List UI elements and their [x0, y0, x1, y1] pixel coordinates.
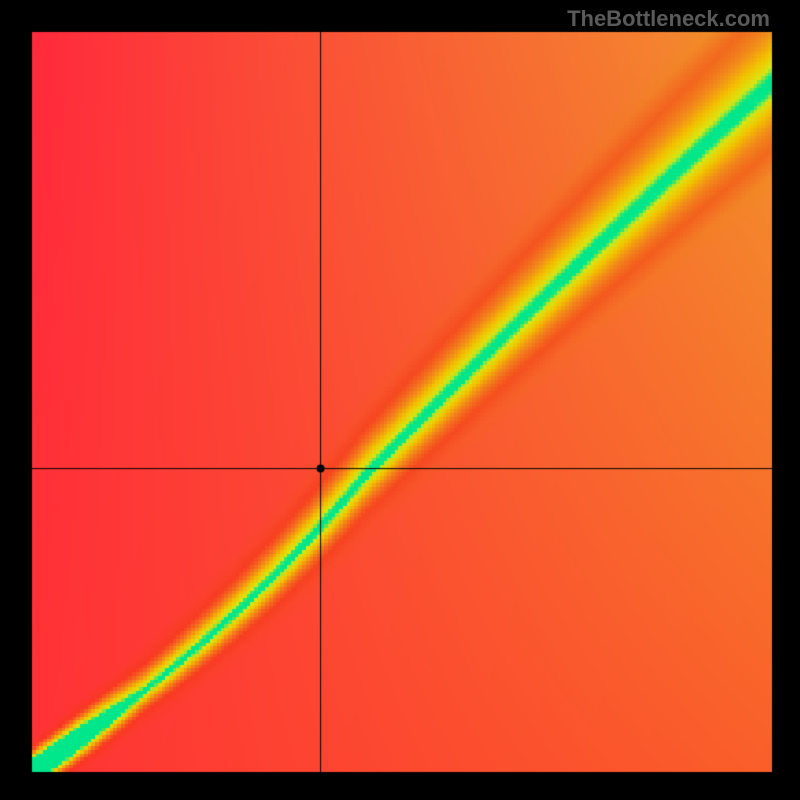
chart-container: TheBottleneck.com	[0, 0, 800, 800]
watermark-text: TheBottleneck.com	[567, 6, 770, 32]
bottleneck-heatmap	[0, 0, 800, 800]
